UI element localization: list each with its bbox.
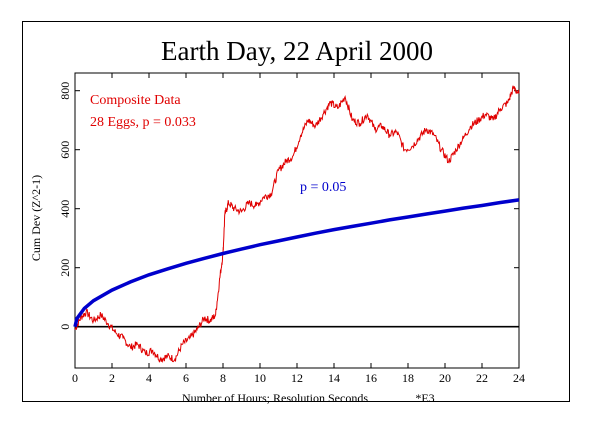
y-tick-label: 400 [58, 200, 72, 218]
x-tick-label: 16 [365, 371, 377, 385]
y-tick-label: 600 [58, 141, 72, 159]
x-tick-label: 10 [254, 371, 266, 385]
p05-envelope-line [73, 198, 520, 328]
x-tick-label: 0 [72, 371, 78, 385]
x-tick-label: 2 [109, 371, 115, 385]
x-axis-suffix: *E3 [415, 391, 434, 405]
chart-frame [22, 21, 570, 402]
chart-title: Earth Day, 22 April 2000 [161, 36, 433, 66]
x-tick-label: 20 [439, 371, 451, 385]
x-tick-label: 8 [220, 371, 226, 385]
x-tick-label: 12 [291, 371, 303, 385]
x-tick-label: 14 [328, 371, 340, 385]
x-tick-label: 18 [402, 371, 414, 385]
eggs-p-value-label: 28 Eggs, p = 0.033 [90, 115, 196, 130]
composite-data-label: Composite Data [90, 93, 181, 108]
y-tick-label: 200 [58, 259, 72, 277]
envelope-p-label: p = 0.05 [300, 180, 346, 195]
y-axis-label: Cum Dev (Z^2-1) [29, 175, 43, 261]
x-tick-label: 6 [183, 371, 189, 385]
x-tick-label: 24 [513, 371, 525, 385]
y-tick-label: 800 [58, 82, 72, 100]
y-tick-label: 0 [58, 324, 72, 330]
composite-data-line [74, 85, 520, 364]
x-axis-label: Number of Hours; Resolution Seconds [182, 391, 368, 405]
x-tick-label: 4 [146, 371, 152, 385]
x-tick-label: 22 [476, 371, 488, 385]
